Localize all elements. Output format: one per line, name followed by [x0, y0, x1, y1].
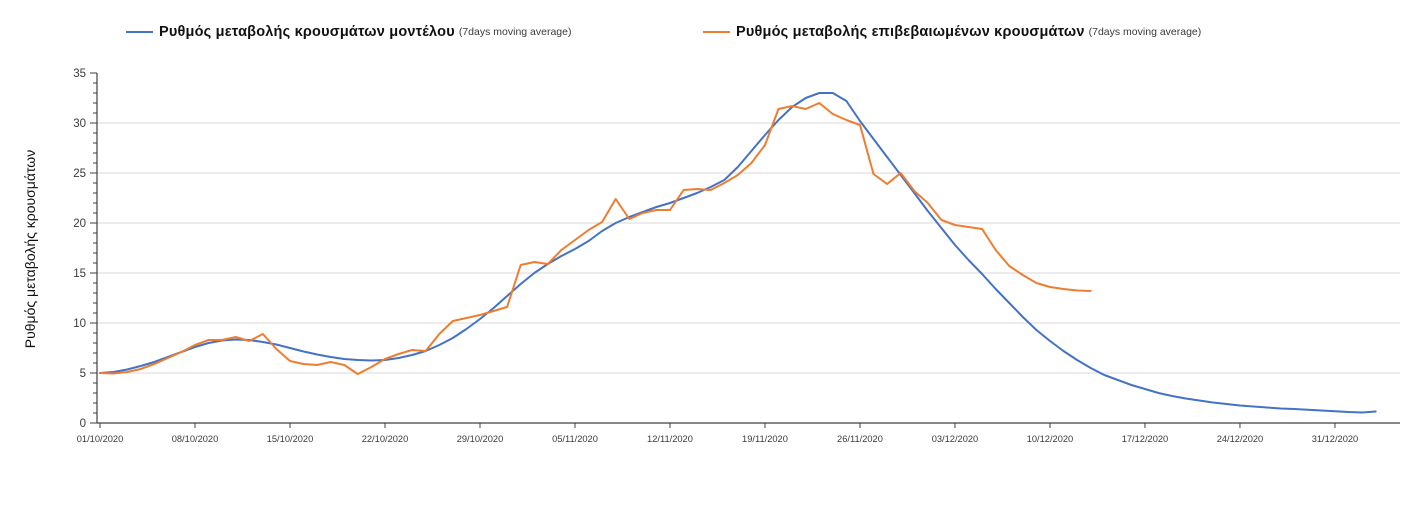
legend-sublabel-model: (7days moving average) — [458, 26, 572, 38]
x-tick-label-5: 05/11/2020 — [552, 434, 598, 444]
y-axis-title: Ρυθμός μεταβολής κρουσμάτων — [22, 149, 38, 349]
x-tick-label-13: 31/12/2020 — [1312, 434, 1359, 444]
x-tick-label-11: 17/12/2020 — [1122, 434, 1169, 444]
y-tick-label-0: 0 — [80, 418, 86, 430]
x-tick-label-4: 29/10/2020 — [457, 434, 504, 444]
y-tick-label-30: 30 — [73, 118, 86, 130]
legend-item-model: Ρυθμός μεταβολής κρουσμάτων μοντέλου (7d… — [126, 24, 571, 40]
x-tick-label-12: 24/12/2020 — [1217, 434, 1264, 444]
series-line-model — [99, 92, 1377, 414]
y-tick-label-20: 20 — [73, 218, 86, 230]
x-tick-label-3: 22/10/2020 — [362, 434, 409, 444]
y-tick-label-35: 35 — [73, 68, 86, 80]
legend-sublabel-confirmed: (7days moving average) — [1088, 26, 1202, 38]
x-tick-label-9: 03/12/2020 — [932, 434, 979, 444]
x-tick-label-2: 15/10/2020 — [267, 434, 314, 444]
legend-label-model: Ρυθμός μεταβολής κρουσμάτων μοντέλου — [159, 24, 455, 40]
legend: Ρυθμός μεταβολής κρουσμάτων μοντέλου (7d… — [0, 0, 1410, 52]
x-tick-label-6: 12/11/2020 — [647, 434, 693, 444]
series-line-confirmed — [99, 102, 1092, 375]
legend-line-swatch-model — [126, 31, 153, 33]
legend-item-confirmed: Ρυθμός μεταβολής επιβεβαιωμένων κρουσμάτ… — [703, 24, 1201, 40]
legend-line-swatch-confirmed — [703, 31, 730, 33]
x-tick-label-10: 10/12/2020 — [1027, 434, 1074, 444]
y-tick-label-15: 15 — [73, 268, 86, 280]
x-tick-label-1: 08/10/2020 — [172, 434, 219, 444]
y-tick-label-5: 5 — [80, 368, 86, 380]
y-tick-label-25: 25 — [73, 168, 86, 180]
y-tick-label-10: 10 — [73, 318, 86, 330]
x-tick-label-8: 26/11/2020 — [837, 434, 883, 444]
x-tick-label-0: 01/10/2020 — [77, 434, 124, 444]
legend-label-confirmed: Ρυθμός μεταβολής επιβεβαιωμένων κρουσμάτ… — [736, 24, 1085, 40]
x-tick-label-7: 19/11/2020 — [742, 434, 788, 444]
